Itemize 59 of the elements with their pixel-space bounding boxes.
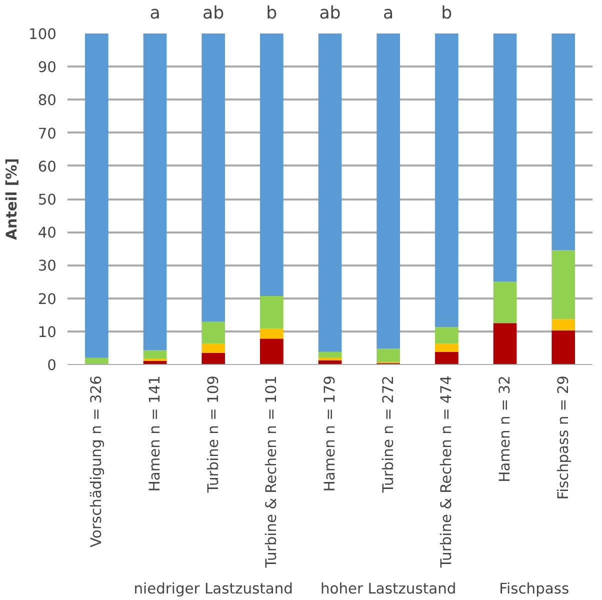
bar [318,360,342,364]
bar [493,282,517,324]
bar [552,319,575,330]
bar [260,328,284,339]
y-tick-label: 50 [38,192,57,208]
y-tick-label: 0 [47,357,57,374]
y-tick-label: 90 [38,59,57,76]
annotation: a [383,4,394,24]
y-tick-label: 40 [38,224,57,242]
bar [552,250,575,320]
text: Fischpass [499,580,570,598]
bar [260,34,284,296]
bar [85,34,108,358]
bar [552,330,575,364]
text: niedriger Lastzustand [134,580,293,598]
bar [202,34,225,322]
bar [552,34,575,250]
x-tick-label: Turbine & Rechen n = 474 [438,375,456,569]
bar [493,323,517,364]
annotation: a [150,4,160,24]
bar [202,322,225,344]
annotation: ab [319,4,341,24]
bar [376,348,400,362]
bar [376,34,400,349]
bar [85,358,108,364]
bar [260,296,284,329]
annotation: b [266,4,278,24]
bar [318,352,342,358]
annotation: b [441,4,452,24]
bar [143,350,167,359]
y-tick-label: 30 [38,258,57,275]
text: hoher Lastzustand [320,580,456,598]
bar [202,344,225,353]
y-tick-label: 10 [38,324,57,341]
y-tick-label: 60 [38,158,57,176]
bar [493,34,517,282]
x-tick-label: Fischpass n = 29 [554,376,572,500]
x-tick-label: Turbine n = 272 [380,375,397,494]
bar [435,352,458,364]
bar [435,34,458,328]
x-tick-label: Hamen n = 32 [496,376,514,482]
x-tick-label: Vorschädigung n = 326 [88,375,106,548]
bar [435,327,458,344]
bar [318,358,342,360]
bar [435,344,458,352]
x-tick-label: Turbine & Rechen n = 101 [263,375,280,569]
bar [318,34,342,352]
y-axis-title: Anteil [%] [4,158,21,240]
y-tick-label: 100 [28,26,57,43]
x-tick-label: Hamen n = 179 [322,375,338,492]
x-tick-label: Turbine n = 109 [204,375,222,494]
annotation: ab [202,4,224,24]
y-tick-label: 80 [38,92,57,110]
y-tick-label: 20 [38,290,57,308]
x-tick-label: Hamen n = 141 [146,375,164,492]
bar [143,34,167,350]
y-tick-label: 70 [38,125,57,142]
bar [202,352,225,364]
bar [260,338,284,364]
